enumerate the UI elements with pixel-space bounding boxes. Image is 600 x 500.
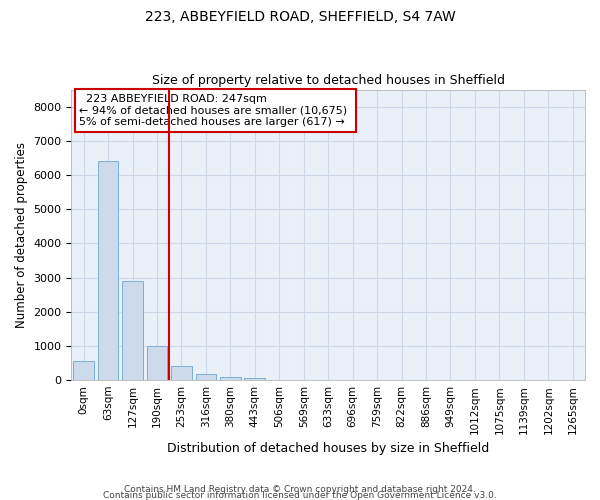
Bar bbox=[244, 378, 265, 380]
X-axis label: Distribution of detached houses by size in Sheffield: Distribution of detached houses by size … bbox=[167, 442, 490, 455]
Bar bbox=[220, 376, 241, 380]
Text: Contains HM Land Registry data © Crown copyright and database right 2024.: Contains HM Land Registry data © Crown c… bbox=[124, 484, 476, 494]
Text: 223 ABBEYFIELD ROAD: 247sqm
← 94% of detached houses are smaller (10,675)
5% of : 223 ABBEYFIELD ROAD: 247sqm ← 94% of det… bbox=[79, 94, 352, 127]
Text: Contains public sector information licensed under the Open Government Licence v3: Contains public sector information licen… bbox=[103, 490, 497, 500]
Y-axis label: Number of detached properties: Number of detached properties bbox=[15, 142, 28, 328]
Bar bbox=[171, 366, 192, 380]
Text: 223, ABBEYFIELD ROAD, SHEFFIELD, S4 7AW: 223, ABBEYFIELD ROAD, SHEFFIELD, S4 7AW bbox=[145, 10, 455, 24]
Bar bbox=[122, 281, 143, 380]
Title: Size of property relative to detached houses in Sheffield: Size of property relative to detached ho… bbox=[152, 74, 505, 87]
Bar bbox=[146, 346, 167, 380]
Bar bbox=[196, 374, 217, 380]
Bar bbox=[73, 362, 94, 380]
Bar bbox=[98, 162, 118, 380]
